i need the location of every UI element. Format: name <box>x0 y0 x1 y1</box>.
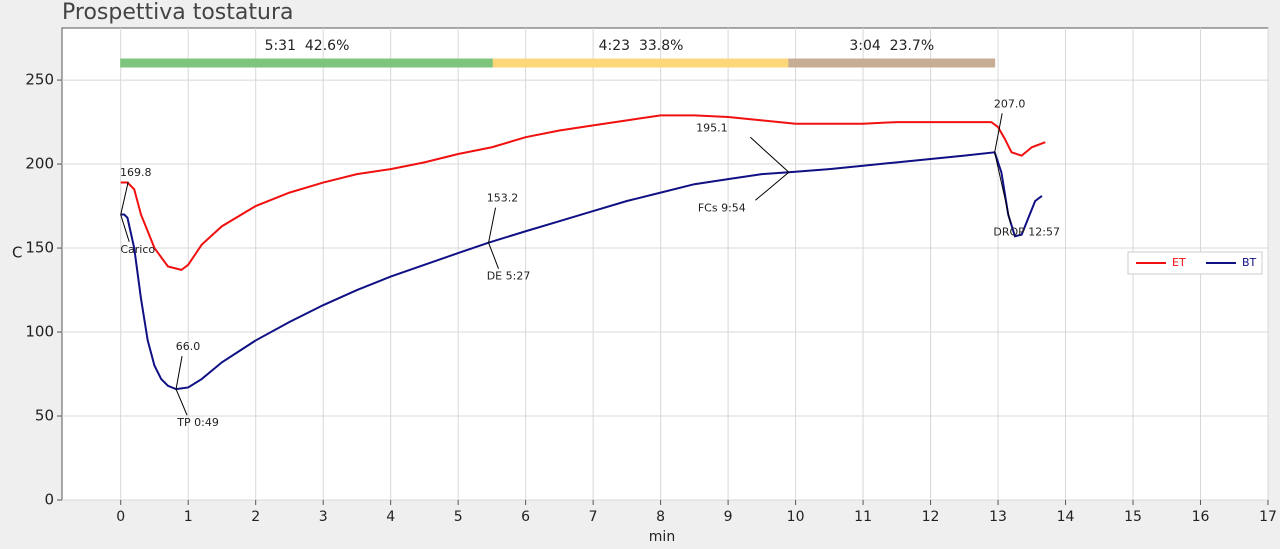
legend-label: ET <box>1172 256 1186 269</box>
legend-label: BT <box>1242 256 1257 269</box>
legend-box <box>1127 251 1263 275</box>
x-tick-label: 7 <box>589 509 598 525</box>
x-tick-label: 5 <box>454 509 463 525</box>
y-axis-label: C <box>12 244 22 262</box>
annotation-value: 207.0 <box>994 97 1026 110</box>
x-tick-label: 6 <box>521 509 530 525</box>
x-tick-label: 14 <box>1057 509 1075 525</box>
x-tick-label: 11 <box>854 509 872 525</box>
annotation-event: FCs 9:54 <box>698 201 746 214</box>
phase-label: 5:31 42.6% <box>265 38 350 54</box>
annotation-leader <box>994 113 1003 153</box>
plot-area <box>61 27 1269 501</box>
x-tick-label: 15 <box>1124 509 1142 525</box>
x-tick-label: 9 <box>724 509 733 525</box>
x-tick-label: 10 <box>787 509 805 525</box>
x-axis-label: min <box>649 529 675 545</box>
annotation-leader <box>175 356 183 390</box>
x-tick-label: 0 <box>116 509 125 525</box>
y-tick-label: 150 <box>25 239 54 257</box>
annotation-leader <box>175 388 188 416</box>
annotation-value: 195.1 <box>696 121 728 134</box>
series-line <box>120 114 1046 271</box>
annotation-leader <box>755 171 790 201</box>
x-tick-label: 16 <box>1192 509 1210 525</box>
annotation-event: TP 0:49 <box>176 416 219 429</box>
y-tick-label: 200 <box>25 155 54 173</box>
annotation-event: DROP 12:57 <box>993 225 1060 238</box>
annotation-value: 169.8 <box>120 166 152 179</box>
y-tick-label: 100 <box>25 323 54 341</box>
y-tick-label: 50 <box>35 407 54 425</box>
annotation-leader <box>750 136 790 173</box>
chart-title: Prospettiva tostatura <box>62 0 293 25</box>
annotation-event: DE 5:27 <box>487 270 531 283</box>
annotation-leader <box>488 207 497 243</box>
annotation-leader <box>994 152 1012 225</box>
phase-label: 3:04 23.7% <box>849 38 934 54</box>
phase-bar <box>120 58 494 68</box>
x-tick-label: 3 <box>319 509 328 525</box>
x-tick-label: 12 <box>922 509 940 525</box>
annotation-leader <box>120 181 129 215</box>
x-tick-label: 17 <box>1259 509 1277 525</box>
phase-bar <box>492 58 790 68</box>
x-tick-label: 2 <box>251 509 260 525</box>
y-tick-label: 0 <box>44 491 54 509</box>
phase-label: 4:23 33.8% <box>599 38 684 54</box>
annotation-leader <box>120 214 130 242</box>
annotation-value: 153.2 <box>487 192 519 205</box>
x-tick-label: 1 <box>184 509 193 525</box>
y-tick-label: 250 <box>25 71 54 89</box>
phase-bar <box>788 58 996 68</box>
x-tick-label: 13 <box>989 509 1007 525</box>
annotation-value: 66.0 <box>176 340 201 353</box>
annotation-event: Carico <box>120 243 155 256</box>
x-tick-label: 8 <box>656 509 665 525</box>
x-tick-label: 4 <box>386 509 395 525</box>
annotation-leader <box>488 242 499 269</box>
